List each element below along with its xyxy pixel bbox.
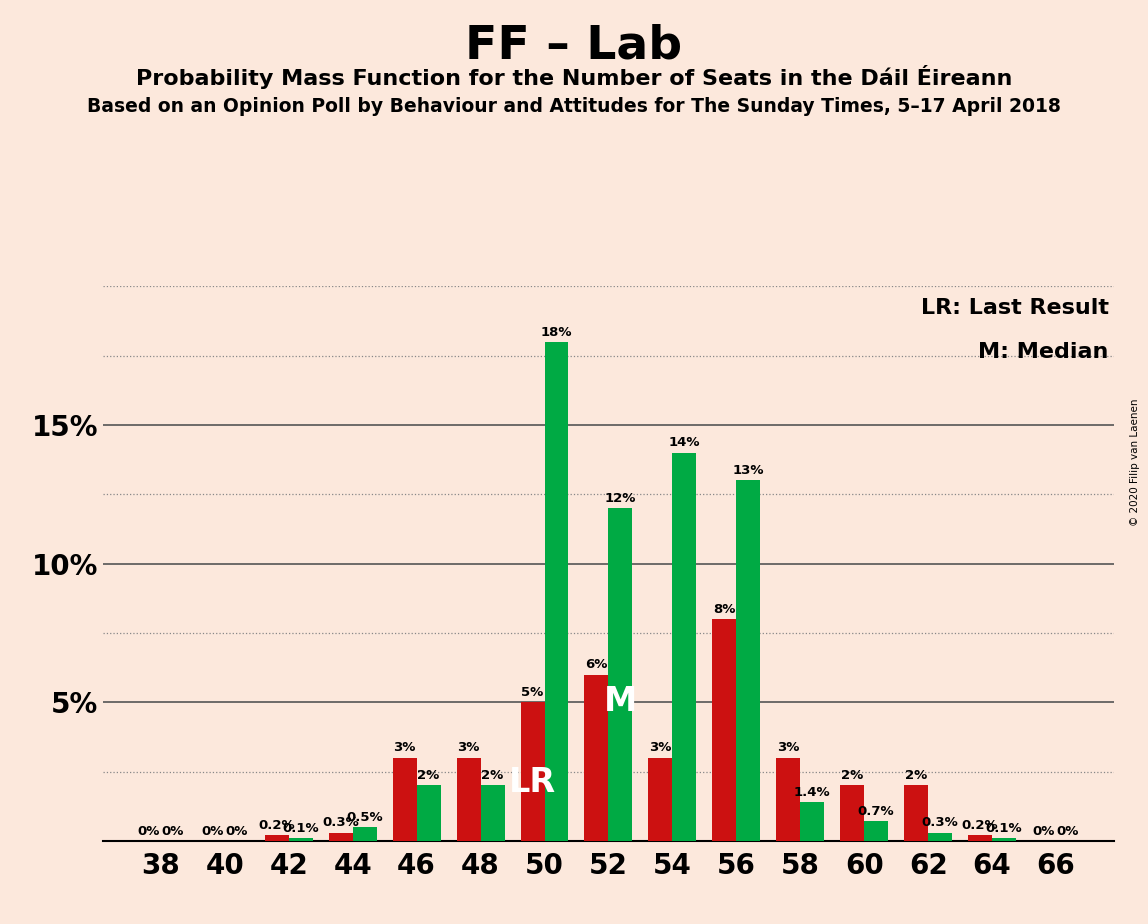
Bar [713, 619, 736, 841]
Text: LR: Last Result: LR: Last Result [921, 298, 1109, 318]
Text: 1.4%: 1.4% [794, 785, 830, 798]
Bar [673, 453, 697, 841]
Text: 18%: 18% [541, 325, 572, 338]
Bar [544, 342, 568, 841]
Bar [352, 827, 377, 841]
Text: M: Median: M: Median [978, 342, 1109, 362]
Text: 6%: 6% [585, 658, 607, 671]
Bar [417, 785, 441, 841]
Bar [481, 785, 504, 841]
Bar [608, 508, 633, 841]
Bar [289, 838, 312, 841]
Text: 12%: 12% [605, 492, 636, 505]
Bar [992, 838, 1016, 841]
Text: 0.3%: 0.3% [922, 816, 959, 829]
Bar [840, 785, 864, 841]
Text: 3%: 3% [457, 741, 480, 754]
Text: 0%: 0% [1033, 824, 1055, 837]
Text: 0.1%: 0.1% [282, 821, 319, 834]
Bar [800, 802, 824, 841]
Text: Based on an Opinion Poll by Behaviour and Attitudes for The Sunday Times, 5–17 A: Based on an Opinion Poll by Behaviour an… [87, 97, 1061, 116]
Text: FF – Lab: FF – Lab [465, 23, 683, 68]
Text: 3%: 3% [394, 741, 416, 754]
Bar [393, 758, 417, 841]
Bar [265, 835, 289, 841]
Text: 13%: 13% [732, 464, 765, 477]
Bar [968, 835, 992, 841]
Text: 2%: 2% [418, 769, 440, 782]
Text: 3%: 3% [650, 741, 672, 754]
Text: 8%: 8% [713, 602, 736, 615]
Text: LR: LR [509, 766, 556, 799]
Text: 0%: 0% [138, 824, 160, 837]
Bar [584, 675, 608, 841]
Text: 0%: 0% [202, 824, 224, 837]
Bar [864, 821, 889, 841]
Text: 2%: 2% [841, 769, 863, 782]
Bar [928, 833, 952, 841]
Text: 0%: 0% [1057, 824, 1079, 837]
Text: 0.5%: 0.5% [347, 810, 383, 823]
Text: 2%: 2% [905, 769, 928, 782]
Bar [776, 758, 800, 841]
Text: 0.7%: 0.7% [858, 805, 894, 818]
Text: 5%: 5% [521, 686, 544, 699]
Text: 0%: 0% [226, 824, 248, 837]
Text: 3%: 3% [777, 741, 799, 754]
Bar [736, 480, 760, 841]
Text: M: M [604, 685, 637, 718]
Text: 0.2%: 0.2% [962, 819, 999, 832]
Text: Probability Mass Function for the Number of Seats in the Dáil Éireann: Probability Mass Function for the Number… [135, 65, 1013, 89]
Bar [649, 758, 673, 841]
Text: 0.1%: 0.1% [986, 821, 1023, 834]
Text: 0.3%: 0.3% [323, 816, 359, 829]
Bar [457, 758, 481, 841]
Bar [520, 702, 544, 841]
Bar [328, 833, 352, 841]
Text: 0%: 0% [162, 824, 184, 837]
Text: 2%: 2% [481, 769, 504, 782]
Bar [905, 785, 928, 841]
Text: 14%: 14% [668, 436, 700, 449]
Text: 0.2%: 0.2% [258, 819, 295, 832]
Text: © 2020 Filip van Laenen: © 2020 Filip van Laenen [1130, 398, 1140, 526]
